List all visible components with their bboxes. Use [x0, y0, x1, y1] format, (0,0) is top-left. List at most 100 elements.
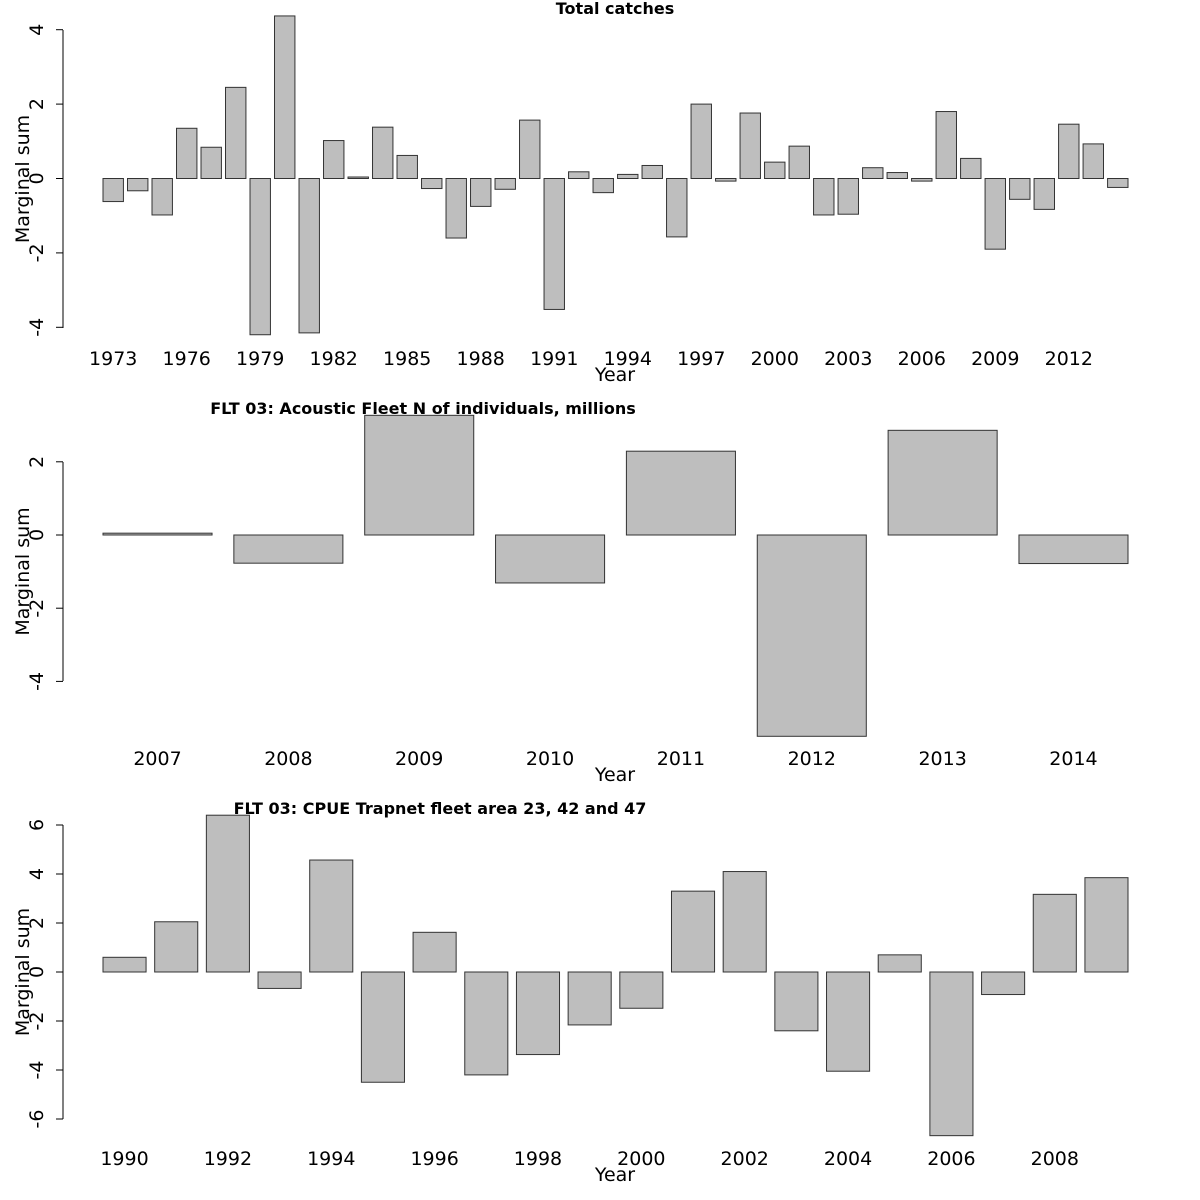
bar-2011	[1033, 178, 1055, 210]
x-tick-label: 2006	[927, 1148, 975, 1170]
bar-1984	[372, 126, 394, 180]
bar-2012	[756, 534, 867, 737]
x-tick-label: 2009	[395, 748, 443, 770]
y-tick-label: 6	[26, 819, 48, 831]
bar-1979	[249, 178, 271, 336]
bar-1992	[205, 814, 250, 973]
y-tick-label: -4	[26, 672, 48, 691]
x-tick-label: 1998	[514, 1148, 562, 1170]
x-tick-label: 1992	[204, 1148, 252, 1170]
x-tick-label: 2011	[657, 748, 705, 770]
bar-2013	[1082, 143, 1104, 179]
x-tick-label: 2000	[751, 348, 799, 370]
bar-1987	[445, 178, 467, 239]
bar-2013	[887, 429, 998, 536]
bar-1986	[421, 178, 443, 190]
bar-2000	[764, 161, 786, 180]
bar-2009	[1084, 877, 1129, 973]
y-tick-label: 2	[26, 456, 48, 468]
y-tick-label: 2	[26, 917, 48, 929]
bar-2014	[1107, 178, 1129, 188]
bar-1985	[396, 154, 418, 180]
y-tick-label: 0	[26, 529, 48, 541]
bar-1983	[347, 176, 369, 179]
bar-1996	[666, 178, 688, 238]
x-tick-label: 1976	[163, 348, 211, 370]
bar-1994	[617, 173, 639, 180]
x-tick-label: 2006	[898, 348, 946, 370]
bar-1997	[464, 971, 509, 1076]
y-tick-label: 2	[26, 98, 48, 110]
bar-2008	[1032, 893, 1077, 973]
bar-1980	[274, 15, 296, 179]
y-tick-label: -4	[26, 1061, 48, 1080]
x-tick-label: 1994	[307, 1148, 355, 1170]
bar-2006	[929, 971, 974, 1137]
y-tick-label: -6	[26, 1110, 48, 1129]
bar-1990	[102, 956, 147, 973]
bar-1981	[298, 178, 320, 334]
x-tick-label: 1990	[100, 1148, 148, 1170]
bar-2009	[984, 178, 1006, 250]
bar-1973	[102, 178, 124, 203]
bar-2007	[935, 111, 957, 179]
bar-1975	[151, 178, 173, 216]
bar-2008	[960, 157, 982, 180]
y-tick-label: -2	[26, 599, 48, 618]
bar-2003	[774, 971, 819, 1032]
bar-2014	[1018, 534, 1129, 565]
y-tick-label: 0	[26, 966, 48, 978]
bar-2005	[877, 954, 922, 973]
x-tick-label: 1997	[677, 348, 725, 370]
bar-1999	[739, 112, 761, 179]
y-axis-label: Marginal sum	[12, 115, 34, 243]
x-tick-label: 2004	[824, 1148, 872, 1170]
y-tick-label: 0	[26, 172, 48, 184]
x-tick-label: 1988	[457, 348, 505, 370]
x-tick-label: 1979	[236, 348, 284, 370]
bar-1994	[309, 859, 354, 973]
y-axis-label: Marginal sum	[12, 908, 34, 1036]
x-tick-label: 2013	[918, 748, 966, 770]
y-tick-label: 4	[26, 868, 48, 880]
bar-1997	[690, 103, 712, 179]
x-tick-label: 2007	[133, 748, 181, 770]
x-tick-label: 2003	[824, 348, 872, 370]
bar-1996	[412, 931, 457, 973]
x-tick-label: 2008	[264, 748, 312, 770]
x-tick-label: 1973	[89, 348, 137, 370]
x-tick-label: 2002	[721, 1148, 769, 1170]
bar-2005	[886, 172, 908, 180]
bar-1974	[127, 178, 149, 192]
x-axis-label: Year	[594, 364, 635, 386]
bar-1990	[519, 119, 541, 179]
bar-1998	[715, 178, 737, 182]
bar-2010	[1009, 178, 1031, 200]
bar-2006	[911, 178, 933, 182]
bar-1977	[200, 146, 222, 179]
y-tick-label: 4	[26, 24, 48, 36]
bar-2010	[495, 534, 606, 584]
bar-1995	[641, 164, 663, 179]
y-tick-label: -2	[26, 1012, 48, 1031]
x-tick-label: 2010	[526, 748, 574, 770]
x-tick-label: 2009	[971, 348, 1019, 370]
bar-2007	[981, 971, 1026, 996]
x-tick-label: 2014	[1049, 748, 1097, 770]
bar-1982	[323, 140, 345, 179]
x-axis-label: Year	[594, 1164, 635, 1186]
y-tick-label: -2	[26, 243, 48, 262]
bar-2001	[670, 890, 716, 973]
bar-2009	[364, 414, 475, 536]
chart-title: FLT 03: CPUE Trapnet fleet area 23, 42 a…	[234, 799, 647, 818]
bar-1978	[225, 86, 247, 179]
bar-2011	[625, 450, 736, 536]
x-tick-label: 2012	[1045, 348, 1093, 370]
bar-1989	[494, 178, 516, 190]
bar-1992	[568, 171, 590, 180]
bar-1991	[543, 178, 565, 310]
bar-1999	[567, 971, 612, 1026]
bar-2008	[233, 534, 344, 564]
x-tick-label: 1994	[604, 348, 652, 370]
